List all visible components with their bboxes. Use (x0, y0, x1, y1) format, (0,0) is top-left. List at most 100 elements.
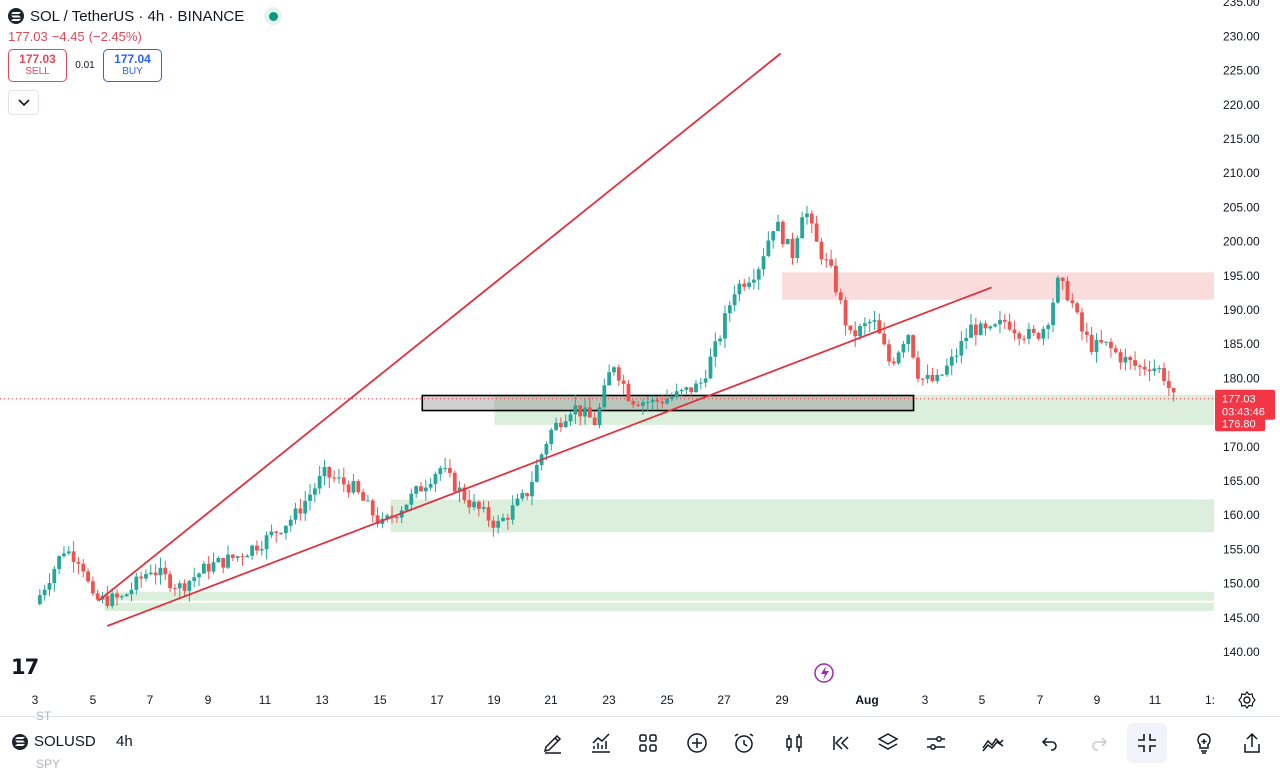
time-tick-label: 9 (1094, 693, 1101, 707)
buy-button[interactable]: 177.04 BUY (103, 49, 162, 82)
interval-button[interactable]: 4h (116, 733, 133, 750)
price-tick-label: 225.00 (1223, 64, 1260, 78)
candle-body (959, 341, 964, 356)
share-icon[interactable] (1236, 727, 1268, 759)
candle-body (776, 221, 780, 232)
candle-body (1123, 356, 1128, 363)
candle-body (650, 399, 655, 403)
candle-body (414, 486, 419, 494)
candle-body (173, 588, 177, 590)
time-tick-label: 3 (922, 693, 929, 707)
price-tick-label: 140.00 (1223, 645, 1260, 659)
candle-body (245, 555, 250, 558)
candle-body (1012, 329, 1017, 334)
candle-body (896, 352, 901, 364)
replay-icon[interactable] (825, 727, 857, 759)
candle-body (1046, 325, 1051, 329)
candle-body (612, 367, 616, 373)
undo-icon[interactable] (1034, 727, 1066, 759)
ghost-symbol-below: SPY (36, 757, 61, 768)
candle-body (925, 374, 930, 379)
symbol-title[interactable]: SOL / TetherUS · 4h · BINANCE (30, 7, 245, 25)
upper-trendline (98, 52, 782, 602)
prev-price-text: 176.80 (1222, 418, 1256, 430)
candle-body (182, 583, 187, 591)
pencil-icon[interactable] (537, 727, 569, 759)
candle-body (993, 324, 998, 327)
candle-body (578, 405, 583, 417)
candle-body (501, 517, 505, 521)
ghost-symbol-above: ST (36, 709, 52, 723)
candle-body (795, 238, 800, 258)
candle-body (341, 477, 346, 485)
settings-sliders-icon[interactable] (920, 727, 952, 759)
legend-collapse-button[interactable] (8, 90, 39, 115)
grid-icon[interactable] (632, 727, 664, 759)
candle-body (525, 493, 530, 497)
candle-body (1002, 319, 1007, 322)
candle-body (423, 487, 428, 492)
candle-body (1027, 328, 1031, 339)
candle-body (139, 576, 144, 579)
candle-body (95, 593, 100, 600)
candle-body (954, 355, 959, 357)
time-tick-label: 19 (487, 693, 501, 707)
candle-body (867, 321, 872, 324)
time-tick-label: 17 (430, 693, 444, 707)
candle-body (312, 488, 317, 495)
sell-button[interactable]: 177.03 SELL (8, 49, 67, 82)
candle-body (853, 330, 858, 337)
plus-circle-icon[interactable] (681, 727, 713, 759)
candle-body (255, 545, 259, 551)
candle-body (742, 283, 747, 287)
candle-body (568, 414, 573, 422)
redo-icon[interactable] (1083, 727, 1115, 759)
gear-icon[interactable] (1237, 690, 1257, 710)
candle-body (973, 324, 978, 335)
candle-body (1070, 300, 1075, 304)
indicators-icon[interactable] (585, 727, 617, 759)
candle-body (949, 356, 954, 366)
candle-body (819, 241, 824, 260)
candle-body (655, 399, 660, 402)
candle-body (800, 217, 805, 239)
candle-body (472, 501, 476, 508)
symbol-switcher[interactable]: SOLUSD (12, 733, 96, 750)
candle-body (723, 313, 727, 339)
candle-body (505, 517, 510, 520)
candles-icon[interactable] (778, 727, 810, 759)
candle-body (163, 567, 168, 575)
time-tick-label: 9 (205, 693, 212, 707)
candle-body (52, 568, 57, 584)
candle-body (1162, 367, 1166, 382)
price-tick-label: 220.00 (1223, 98, 1260, 112)
candle-body (129, 589, 134, 595)
solana-logo-icon (12, 733, 28, 750)
candle-body (467, 500, 472, 508)
layers-icon[interactable] (872, 727, 904, 759)
candle-body (1099, 340, 1104, 343)
candle-body (496, 520, 501, 528)
alarm-icon[interactable] (728, 727, 760, 759)
candle-body (462, 487, 467, 501)
lightbulb-icon[interactable] (1188, 727, 1220, 759)
candle-body (404, 504, 409, 511)
candle-body (1041, 328, 1046, 339)
collapse-icon[interactable] (1127, 723, 1167, 763)
candle-body (206, 563, 211, 572)
candle-body (607, 372, 612, 386)
price-tick-label: 170.00 (1223, 440, 1260, 454)
candle-body (264, 535, 269, 550)
support-zone (104, 602, 1215, 611)
candle-body (534, 465, 539, 482)
candle-body (448, 468, 452, 473)
candle-body (747, 282, 751, 287)
candle-body (177, 583, 182, 589)
candle-body (1118, 352, 1123, 363)
candle-body (337, 477, 341, 479)
price-chart[interactable]: 235.00 230.00 225.00 220.00 215.00 210.00 205.… (0, 0, 1280, 716)
time-tick-label: 23 (602, 693, 616, 707)
resistance-zone (782, 272, 1214, 300)
trendline-icon[interactable] (977, 727, 1009, 759)
candle-body (259, 549, 264, 551)
